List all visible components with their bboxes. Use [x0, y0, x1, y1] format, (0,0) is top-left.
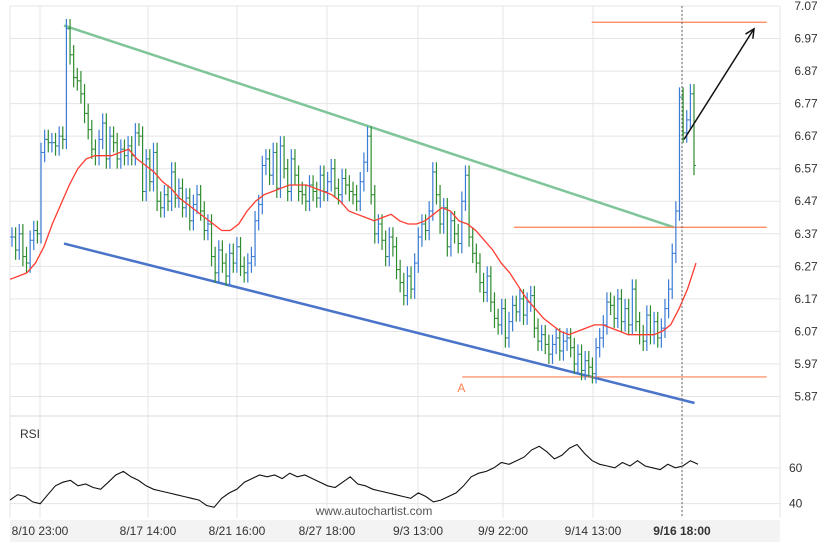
- price-bars: [10, 19, 696, 384]
- x-tick-label: 9/16 18:00: [653, 524, 711, 538]
- rsi-layer: [9, 443, 699, 508]
- price-tick-label: 6.67: [794, 129, 818, 143]
- x-tick-label: 9/9 22:00: [478, 524, 528, 538]
- price-tick-label: 6.47: [794, 194, 818, 208]
- level-lines: A: [457, 21, 767, 395]
- price-tick-label: 5.87: [794, 389, 818, 403]
- price-tick-label: 5.97: [794, 357, 818, 371]
- price-plot-area: [10, 6, 780, 416]
- price-tick-label: 6.37: [794, 227, 818, 241]
- price-tick-label: 7.07: [794, 0, 818, 13]
- time-x-axis: 8/10 23:00 8/17 14:00 8/21 16:00 8/27 18:00…: [10, 520, 780, 542]
- price-y-axis: 5.87 5.97 6.07 6.17 6.27 6.37 6.47 6.57 6.67 6.77…: [794, 0, 818, 403]
- x-tick-label: 8/17 14:00: [120, 524, 177, 538]
- projection-layer: [683, 27, 755, 140]
- x-tick-label: 9/14 13:00: [565, 524, 622, 538]
- rsi-title: RSI: [20, 427, 40, 441]
- moving-average-line: [9, 148, 697, 336]
- x-axis-band: [10, 520, 780, 542]
- point-label-a: A: [457, 381, 465, 395]
- upper-channel-line: [63, 24, 675, 229]
- x-tick-label: 9/3 13:00: [393, 524, 443, 538]
- x-tick-label: 8/10 23:00: [12, 524, 69, 538]
- price-tick-label: 6.97: [794, 32, 818, 46]
- rsi-y-axis: 40 60: [789, 461, 803, 511]
- x-tick-label: 8/27 18:00: [299, 524, 356, 538]
- price-tick-label: 6.17: [794, 292, 818, 306]
- price-tick-label: 6.87: [794, 64, 818, 78]
- moving-average-layer: [9, 148, 697, 336]
- projection-arrow-head: [745, 27, 755, 39]
- price-tick-label: 6.07: [794, 324, 818, 338]
- x-tick-label: 8/21 16:00: [209, 524, 266, 538]
- price-tick-label: 6.77: [794, 97, 818, 111]
- price-tick-label: 6.27: [794, 259, 818, 273]
- rsi-tick-label: 40: [789, 497, 803, 511]
- price-tick-label: 6.57: [794, 162, 818, 176]
- rsi-line: [9, 443, 699, 508]
- projection-arrow-line: [683, 28, 755, 140]
- rsi-tick-label: 60: [789, 461, 803, 475]
- watermark: www.autochartist.com: [315, 504, 433, 518]
